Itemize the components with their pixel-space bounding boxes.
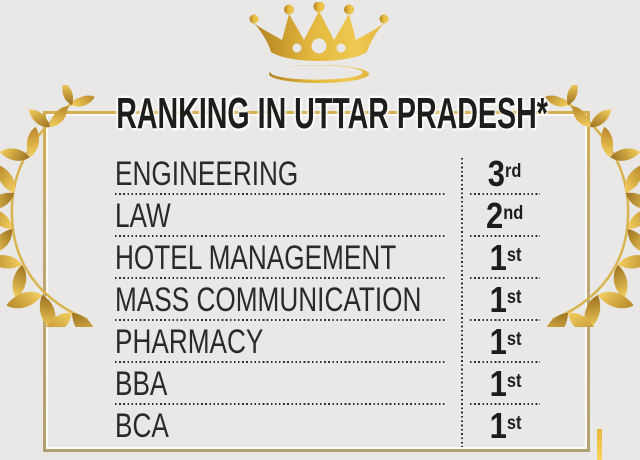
rank-number: 2 — [486, 195, 504, 236]
rank-suffix: st — [506, 287, 521, 309]
rank-suffix: st — [506, 413, 521, 435]
rank-number: 1 — [489, 363, 507, 404]
rank-number: 1 — [489, 279, 507, 320]
category-label: PHARMACY — [115, 323, 264, 361]
rank-suffix: st — [506, 371, 521, 393]
page-title: RANKING IN UTTAR PRADESH* — [0, 89, 640, 138]
gold-stem-tail — [597, 429, 602, 460]
rank-cell: 1st — [470, 405, 540, 447]
rank-cell: 1st — [470, 279, 540, 321]
table-row: LAW 2nd — [115, 195, 540, 237]
crown-icon — [249, 2, 389, 83]
ranking-table: ENGINEERING 3rd LAW 2nd HOTEL MANAGEMENT… — [115, 153, 540, 447]
rank-number: 1 — [489, 237, 507, 278]
rank-cell: 1st — [470, 321, 540, 363]
rank-cell: 3rd — [470, 153, 540, 195]
table-row: PHARMACY 1st — [115, 321, 540, 363]
table-row: HOTEL MANAGEMENT 1st — [115, 237, 540, 279]
table-row: MASS COMMUNICATION 1st — [115, 279, 540, 321]
rank-column-divider — [461, 158, 463, 447]
rank-cell: 1st — [470, 363, 540, 405]
rank-suffix: rd — [505, 161, 522, 183]
rank-cell: 2nd — [470, 195, 540, 237]
category-cell: MASS COMMUNICATION — [115, 279, 447, 321]
table-row: BBA 1st — [115, 363, 540, 405]
category-label: BBA — [115, 365, 168, 403]
category-cell: BBA — [115, 363, 447, 405]
table-row: BCA 1st — [115, 405, 540, 447]
rank-value: 2nd — [486, 198, 523, 234]
category-label: BCA — [115, 407, 169, 445]
rank-value: 1st — [489, 282, 521, 318]
category-cell: ENGINEERING — [115, 153, 447, 195]
rank-suffix: st — [506, 329, 521, 351]
category-cell: PHARMACY — [115, 321, 447, 363]
rank-number: 1 — [489, 321, 507, 362]
category-label: ENGINEERING — [115, 155, 299, 193]
rank-suffix: st — [506, 245, 521, 267]
category-cell: BCA — [115, 405, 447, 447]
rank-value: 1st — [489, 324, 521, 360]
category-cell: HOTEL MANAGEMENT — [115, 237, 447, 279]
rank-value: 1st — [489, 366, 521, 402]
rank-value: 3rd — [488, 156, 522, 192]
table-row: ENGINEERING 3rd — [115, 153, 540, 195]
category-cell: LAW — [115, 195, 447, 237]
rank-cell: 1st — [470, 237, 540, 279]
page-title-text: RANKING IN UTTAR PRADESH* — [116, 89, 548, 138]
rank-value: 1st — [489, 240, 521, 276]
category-label: LAW — [115, 197, 171, 235]
rank-number: 3 — [488, 153, 506, 194]
category-label: MASS COMMUNICATION — [115, 281, 422, 319]
rank-value: 1st — [489, 408, 521, 444]
rank-number: 1 — [489, 405, 507, 446]
laurel-branch-left-icon — [0, 85, 115, 327]
rank-suffix: nd — [503, 203, 524, 225]
category-label: HOTEL MANAGEMENT — [115, 239, 397, 277]
